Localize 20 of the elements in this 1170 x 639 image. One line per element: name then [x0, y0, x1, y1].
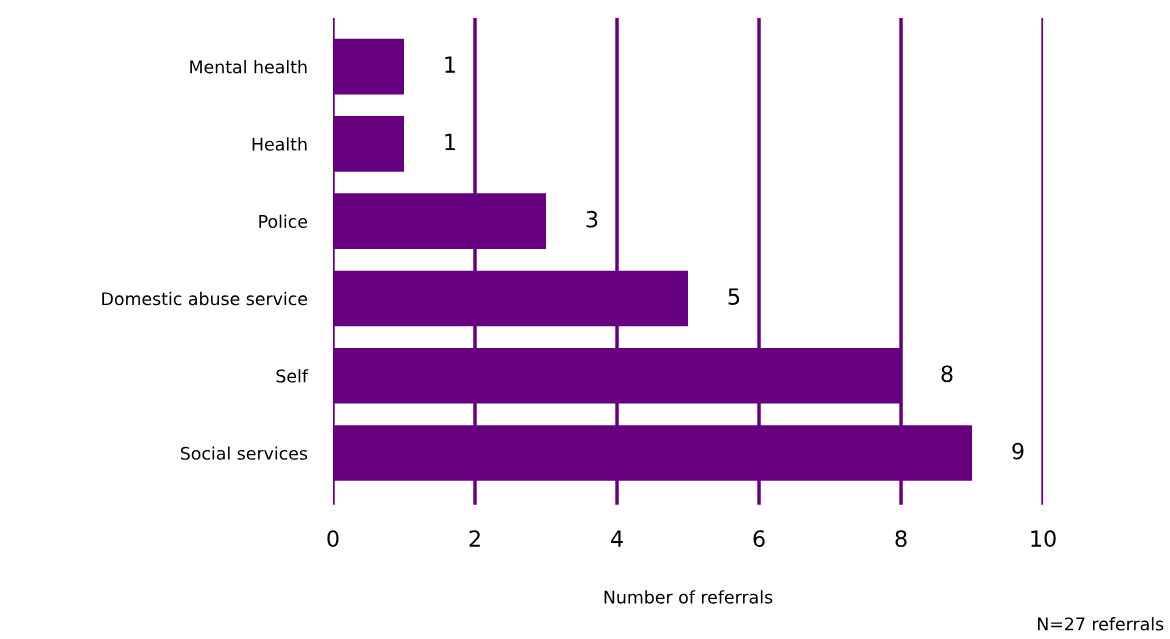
x-axis-title: Number of referrals	[604, 590, 773, 604]
x-tick-label: 8	[895, 530, 907, 548]
y-tick-label: Mental health	[190, 59, 307, 74]
y-tick-label: Social services	[180, 446, 308, 460]
data-label: 1	[445, 133, 455, 150]
x-tick-label: 0	[327, 530, 339, 548]
data-label: 3	[586, 210, 598, 228]
data-label: 1	[445, 56, 455, 73]
x-tick-label: 2	[469, 530, 480, 547]
data-label: 5	[728, 288, 740, 305]
text: N=27 referrals	[1038, 617, 1164, 631]
x-tick-label: 10	[1031, 530, 1056, 548]
y-tick-label: Domestic abuse service	[102, 291, 308, 306]
x-tick-label: 4	[611, 530, 623, 547]
x-tick-label: 6	[753, 530, 765, 548]
y-tick-label: Self	[276, 369, 309, 383]
data-label: 9	[1012, 442, 1024, 460]
y-tick-label: Health	[252, 137, 307, 151]
data-label: 8	[941, 365, 953, 383]
y-tick-label: Police	[259, 214, 308, 228]
